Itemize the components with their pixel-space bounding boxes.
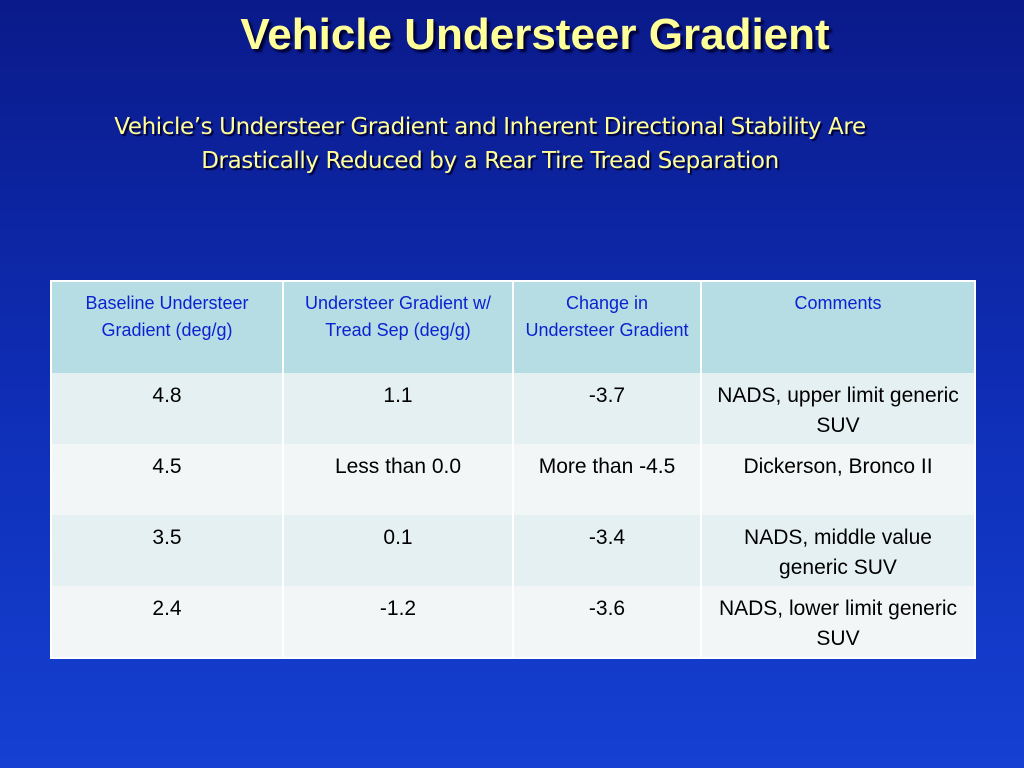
understeer-gradient-table: Baseline Understeer Gradient (deg/g) Und… bbox=[50, 280, 976, 659]
cell-comments: Dickerson, Bronco II bbox=[700, 444, 976, 515]
cell-comments: NADS, lower limit generic SUV bbox=[700, 586, 976, 658]
table-row: 4.5 Less than 0.0 More than -4.5 Dickers… bbox=[50, 444, 976, 515]
cell-tread-sep: -1.2 bbox=[282, 586, 514, 658]
cell-baseline: 2.4 bbox=[50, 586, 284, 658]
slide-subtitle: Vehicle’s Understeer Gradient and Inhere… bbox=[40, 110, 940, 178]
header-change-in-gradient: Change in Understeer Gradient bbox=[512, 281, 702, 373]
table-header-row: Baseline Understeer Gradient (deg/g) Und… bbox=[50, 281, 976, 373]
cell-change: -3.7 bbox=[512, 373, 702, 444]
subtitle-line-1: Vehicle’s Understeer Gradient and Inhere… bbox=[114, 114, 866, 140]
cell-tread-sep: Less than 0.0 bbox=[282, 444, 514, 515]
cell-tread-sep: 1.1 bbox=[282, 373, 514, 444]
cell-comments: NADS, upper limit generic SUV bbox=[700, 373, 976, 444]
table-row: 4.8 1.1 -3.7 NADS, upper limit generic S… bbox=[50, 373, 976, 444]
header-baseline-gradient: Baseline Understeer Gradient (deg/g) bbox=[50, 281, 284, 373]
cell-baseline: 4.5 bbox=[50, 444, 284, 515]
subtitle-line-2: Drastically Reduced by a Rear Tire Tread… bbox=[201, 148, 779, 174]
slide-title: Vehicle Understeer Gradient bbox=[240, 10, 830, 59]
cell-comments: NADS, middle value generic SUV bbox=[700, 515, 976, 586]
header-comments: Comments bbox=[700, 281, 976, 373]
cell-tread-sep: 0.1 bbox=[282, 515, 514, 586]
cell-change: -3.6 bbox=[512, 586, 702, 658]
table-row: 2.4 -1.2 -3.6 NADS, lower limit generic … bbox=[50, 586, 976, 658]
header-gradient-with-tread-sep: Understeer Gradient w/ Tread Sep (deg/g) bbox=[282, 281, 514, 373]
cell-change: More than -4.5 bbox=[512, 444, 702, 515]
cell-change: -3.4 bbox=[512, 515, 702, 586]
cell-baseline: 3.5 bbox=[50, 515, 284, 586]
cell-baseline: 4.8 bbox=[50, 373, 284, 444]
table-row: 3.5 0.1 -3.4 NADS, middle value generic … bbox=[50, 515, 976, 586]
